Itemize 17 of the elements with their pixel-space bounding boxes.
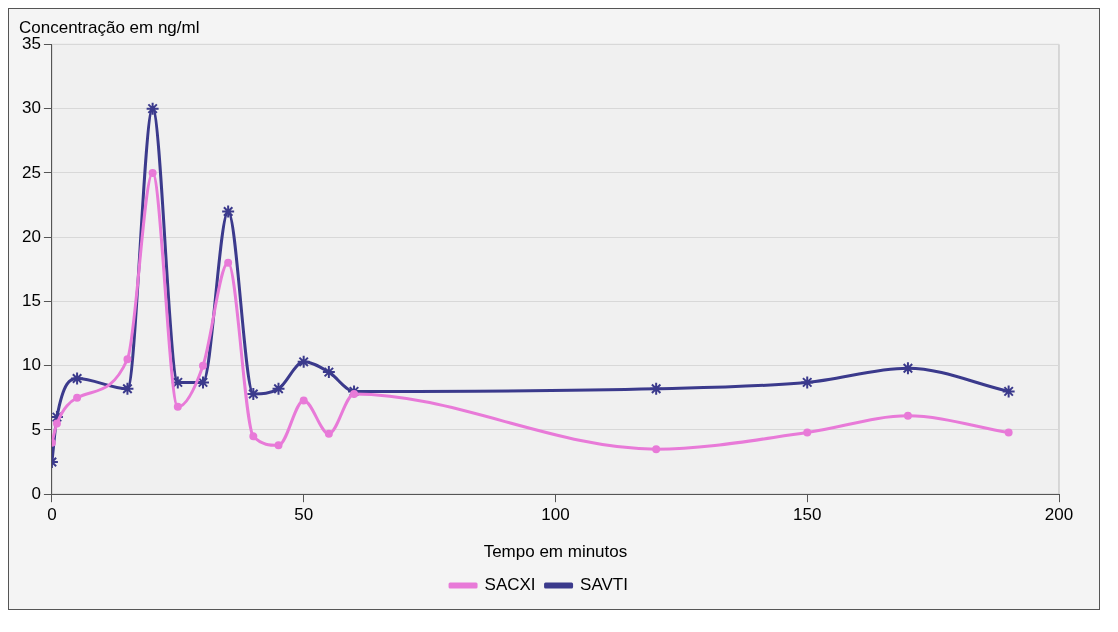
y-tick-label: 5	[31, 419, 41, 439]
x-tick-label: 50	[294, 505, 314, 525]
y-tick-label: 25	[21, 162, 41, 182]
y-tick-label: 20	[21, 226, 41, 246]
y-tick-label: 35	[21, 34, 41, 54]
x-tick-label: 100	[541, 505, 570, 525]
legend-label: SAVTI	[580, 575, 628, 595]
x-axis-title: Tempo em minutos	[483, 542, 628, 562]
chart-title: Concentração em ng/ml	[19, 17, 200, 37]
x-tick-label: 150	[793, 505, 822, 525]
y-tick-label: 0	[31, 483, 41, 503]
legend-label: SACXI	[484, 575, 536, 595]
x-tick-label: 0	[47, 505, 57, 525]
y-tick-label: 10	[21, 355, 41, 375]
y-tick-label: 30	[21, 98, 41, 118]
x-tick-label: 200	[1044, 505, 1074, 525]
y-tick-label: 15	[21, 291, 41, 311]
